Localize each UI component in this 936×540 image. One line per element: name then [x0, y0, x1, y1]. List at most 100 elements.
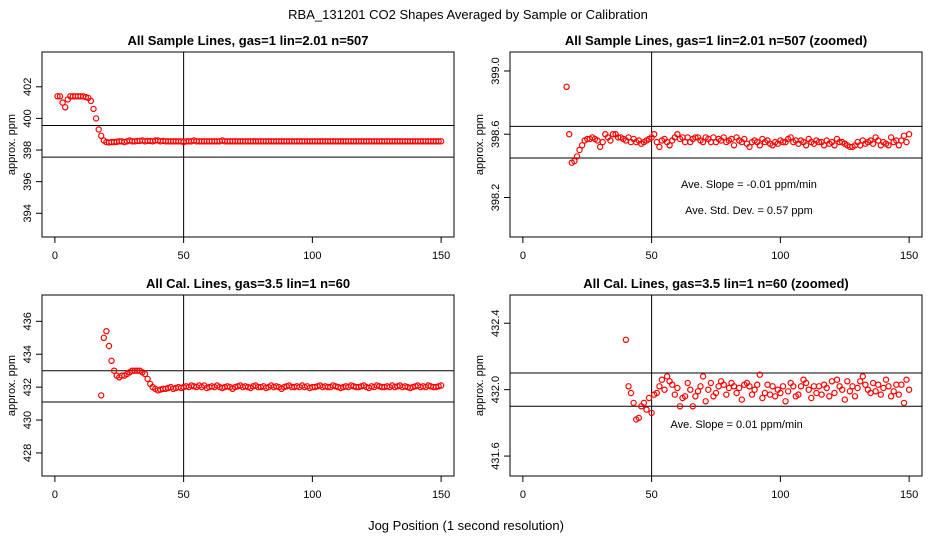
plot-frame — [41, 51, 455, 238]
data-point — [777, 389, 784, 397]
data-point — [435, 138, 442, 145]
data-point — [882, 376, 890, 383]
data-point — [756, 371, 764, 378]
data-point — [676, 403, 684, 410]
data-point — [831, 389, 838, 397]
data-point — [625, 383, 632, 390]
annotation: Ave. Std. Dev. = 0.57 ppm — [685, 205, 813, 217]
x-tick-label: 0 — [520, 250, 526, 262]
data-point — [92, 115, 100, 122]
data-point — [110, 367, 118, 374]
plot-frame — [509, 294, 923, 477]
chart-panel-2: All Sample Lines, gas=1 lin=2.01 n=507 (… — [474, 33, 923, 262]
data-point — [903, 138, 910, 146]
data-point — [851, 393, 859, 400]
data-point — [877, 391, 885, 398]
data-point — [674, 130, 681, 138]
data-points — [622, 336, 913, 423]
data-point — [666, 142, 673, 149]
data-point — [59, 99, 66, 106]
y-tick-label: 436 — [22, 312, 34, 330]
chart-panels: All Sample Lines, gas=1 lin=2.01 n=507 0 5… — [6, 33, 923, 501]
data-point — [779, 383, 787, 390]
chart-panel-3: All Cal. Lines, gas=3.5 lin=1 n=60 0 50 100… — [6, 276, 455, 501]
data-point — [687, 386, 694, 393]
data-point — [779, 138, 787, 146]
data-point — [797, 383, 805, 390]
data-point — [782, 398, 789, 405]
data-point — [105, 342, 113, 350]
data-point — [784, 388, 792, 395]
x-tick-label: 50 — [646, 250, 658, 262]
y-tick-label: 400 — [22, 109, 34, 127]
y-tick-label: 398.6 — [490, 120, 502, 148]
x-tick-label: 100 — [303, 489, 321, 501]
data-point — [596, 143, 604, 151]
data-point — [754, 381, 761, 388]
y-tick-label: 396 — [22, 172, 34, 190]
panel-title: All Cal. Lines, gas=3.5 lin=1 n=60 — [146, 276, 350, 291]
data-point — [831, 142, 838, 149]
data-point — [645, 394, 653, 402]
data-point — [656, 143, 663, 151]
data-point — [844, 378, 851, 385]
data-point — [643, 406, 650, 413]
data-point — [54, 93, 61, 100]
data-point — [738, 396, 746, 403]
data-point — [699, 138, 707, 146]
data-point — [720, 381, 727, 388]
data-point — [144, 375, 151, 383]
y-tick-label: 428 — [22, 444, 34, 462]
data-point — [702, 398, 709, 405]
x-tick-label: 150 — [900, 489, 918, 501]
data-point — [875, 381, 882, 388]
x-tick-label: 50 — [178, 250, 190, 262]
data-point — [869, 140, 877, 147]
data-point — [141, 370, 149, 378]
data-points — [97, 328, 445, 399]
x-tick-label: 150 — [432, 489, 450, 501]
panel-title: All Sample Lines, gas=1 lin=2.01 n=507 (… — [565, 33, 867, 48]
data-point — [805, 386, 812, 393]
x-tick-label: 100 — [771, 489, 789, 501]
data-point — [730, 142, 738, 149]
data-point — [656, 383, 663, 390]
data-point — [905, 130, 913, 138]
data-point — [841, 396, 849, 403]
data-point — [823, 384, 830, 392]
data-point — [669, 381, 676, 388]
data-point — [566, 130, 573, 138]
y-axis-label: approx. ppm — [474, 355, 486, 416]
data-point — [674, 384, 681, 392]
data-point — [887, 134, 895, 141]
data-point — [741, 135, 748, 143]
data-point — [885, 383, 892, 390]
data-point — [759, 394, 766, 402]
y-tick-label: 432.0 — [490, 376, 502, 404]
y-tick-label: 434 — [22, 345, 34, 363]
x-tick-label: 100 — [771, 250, 789, 262]
data-point — [607, 137, 614, 144]
y-tick-label: 430 — [22, 411, 34, 429]
data-point — [733, 389, 740, 397]
data-point — [900, 399, 908, 407]
y-tick-label: 398.2 — [490, 184, 502, 212]
data-point — [576, 146, 583, 154]
data-point — [887, 393, 895, 400]
data-point — [437, 138, 445, 145]
data-point — [630, 399, 637, 407]
data-point — [833, 376, 841, 383]
data-point — [648, 409, 655, 417]
data-point — [681, 393, 689, 400]
data-point — [723, 391, 730, 398]
data-point — [100, 334, 108, 341]
plot-frame — [509, 51, 923, 238]
data-point — [684, 379, 691, 387]
data-point — [795, 391, 802, 398]
data-point — [772, 393, 779, 400]
data-point — [90, 105, 97, 113]
data-point — [609, 130, 617, 138]
data-point — [815, 138, 823, 146]
